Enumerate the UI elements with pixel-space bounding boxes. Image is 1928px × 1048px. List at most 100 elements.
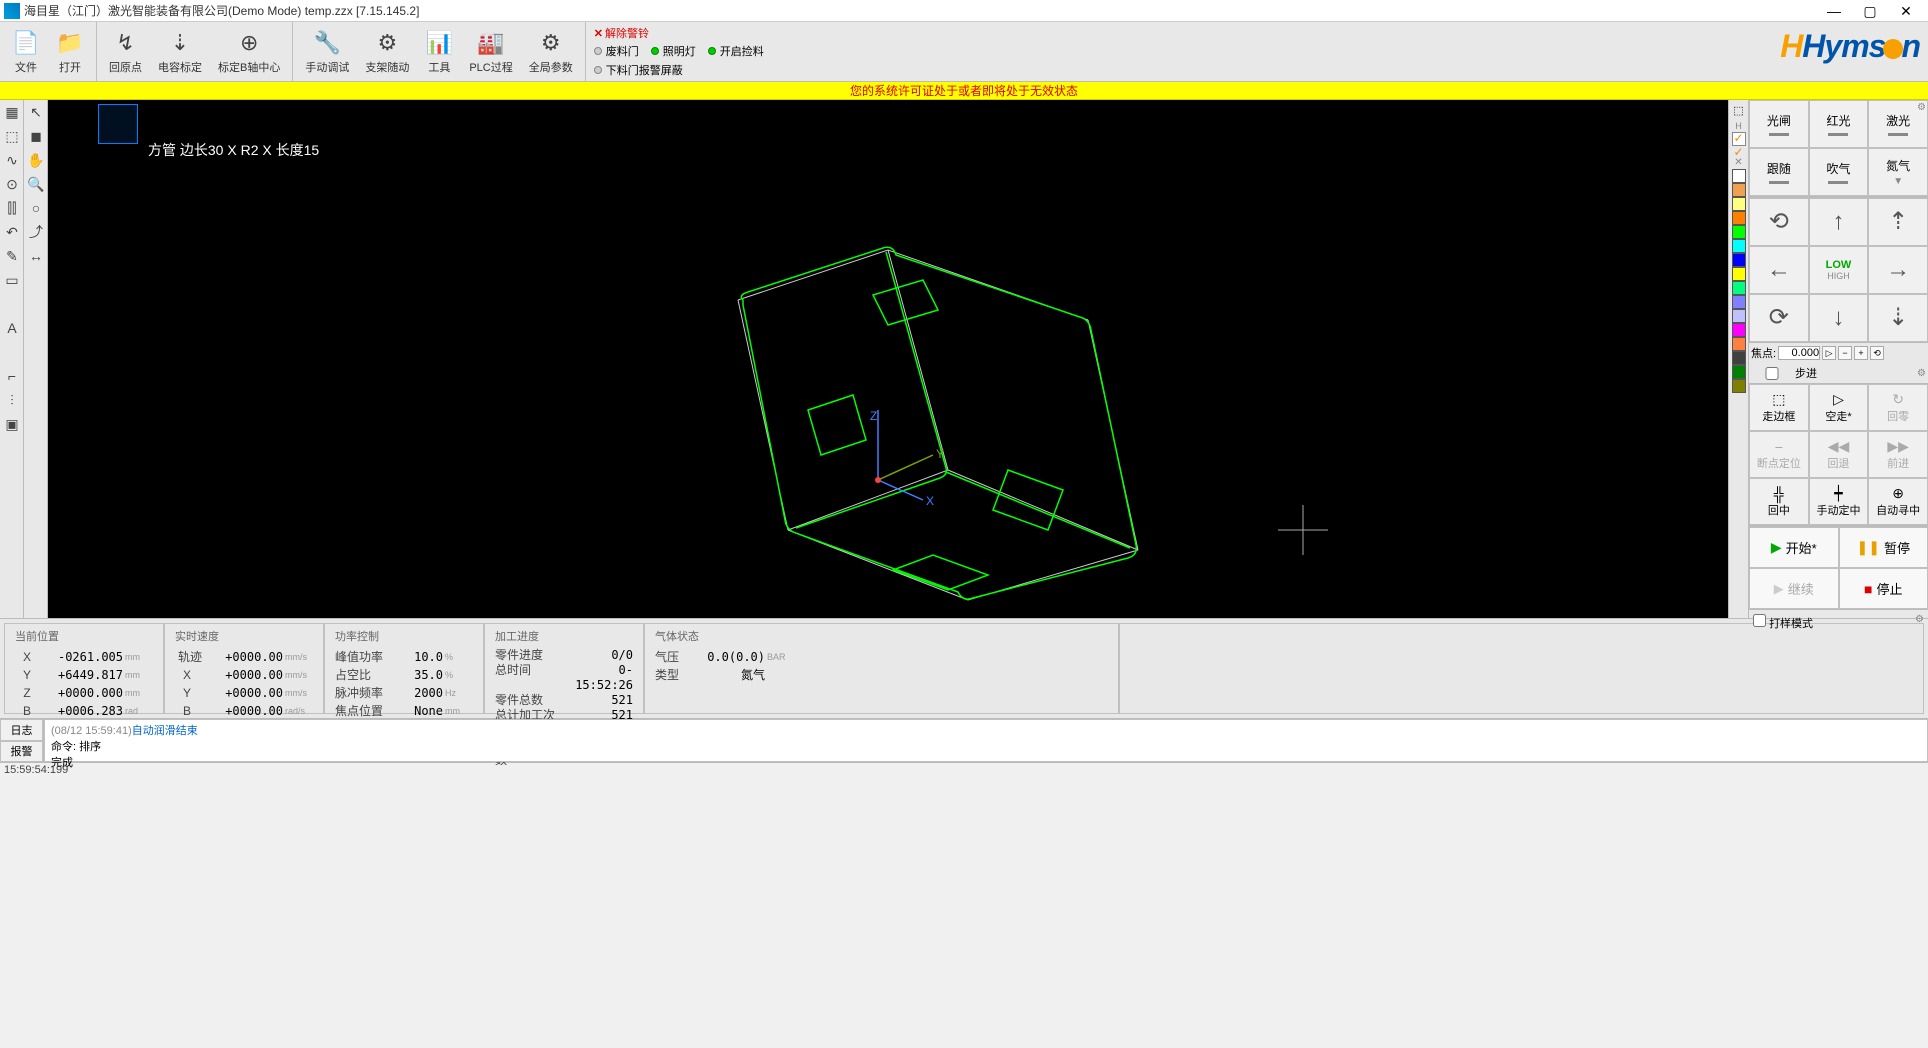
continue-button[interactable]: ▶继续 [1749,568,1839,609]
zoom-tool[interactable]: 🔍 [25,173,47,195]
scrap-door-radio[interactable]: 废料门 [594,43,639,59]
section-gear-icon[interactable]: ⚙ [1917,102,1926,113]
rewind-button[interactable]: ◀◀回退 [1809,431,1869,478]
shutter-button[interactable]: 光闸 [1749,100,1809,148]
group-tool[interactable]: ▣ [1,413,23,435]
rotate-cw-button[interactable]: ⟳ [1749,294,1809,342]
color-swatch[interactable] [1732,239,1746,253]
outline-button[interactable]: ⬚走边框 [1749,384,1809,431]
speed-toggle-button[interactable]: LOWHIGH [1809,246,1869,294]
right-button[interactable]: → [1868,246,1928,294]
sample-mode-checkbox[interactable]: 打样模式 [1753,614,1813,631]
color-swatch[interactable] [1732,225,1746,239]
focus-plus-button[interactable]: + [1854,346,1868,360]
measure-tool[interactable]: ↔ [25,245,47,267]
return-origin-button[interactable]: ↯回原点 [101,24,150,79]
color-swatch[interactable] [1732,379,1746,393]
plc-button[interactable]: 🏭PLC过程 [461,24,520,79]
light-radio[interactable]: 照明灯 [651,43,696,59]
focus-go-button[interactable]: ▷ [1822,346,1836,360]
focus-minus-button[interactable]: − [1838,346,1852,360]
bracket-follow-button[interactable]: ⚙支架随动 [357,24,417,79]
color-swatch[interactable] [1732,281,1746,295]
follow-button[interactable]: 跟随 [1749,148,1809,196]
step-checkbox-input[interactable] [1751,367,1793,380]
color-swatch[interactable] [1732,267,1746,281]
color-swatch[interactable] [1732,323,1746,337]
global-params-button[interactable]: ⚙全局参数 [521,24,581,79]
part-prog-value: 0/0 [565,648,633,663]
left-button[interactable]: ← [1749,246,1809,294]
alarm-tab[interactable]: 报警 [0,741,43,763]
file-button[interactable]: 📄文件 [4,24,48,79]
maximize-button[interactable]: ▢ [1852,1,1888,21]
section-gear-icon[interactable]: ⚙ [1915,614,1924,625]
cap-calib-button[interactable]: ⇣电容标定 [150,24,210,79]
color-swatch[interactable] [1732,295,1746,309]
viewport-3d[interactable]: 方管 边长30 X R2 X 长度15 [48,100,1728,618]
z-up-button[interactable]: ⇡ [1868,198,1928,246]
edit-tool[interactable]: ✎ [1,245,23,267]
auto-center-icon: ⊕ [1892,485,1904,502]
grid-tool[interactable]: ▦ [1,101,23,123]
color-swatch[interactable] [1732,211,1746,225]
minimize-button[interactable]: — [1816,1,1852,21]
point-tool[interactable]: ⊙ [1,173,23,195]
z-down-button[interactable]: ⇣ [1868,294,1928,342]
reverse-tool[interactable]: ↶ [1,221,23,243]
arrow-tool[interactable]: ↖ [25,101,47,123]
focus-input[interactable] [1778,346,1820,360]
rect-tool[interactable]: ▭ [1,269,23,291]
gas-type-button[interactable]: 氮气▼ [1868,148,1928,196]
color-swatch[interactable] [1732,365,1746,379]
dots-tool[interactable]: ⫶ [1,389,23,411]
center-button[interactable]: ╬回中 [1749,478,1809,525]
color-swatch[interactable] [1732,253,1746,267]
curve-tool[interactable]: ∿ [1,149,23,171]
swatch-white[interactable]: ✓ [1732,132,1746,146]
sample-mode-input[interactable] [1753,614,1766,627]
forward-button[interactable]: ▶▶前进 [1868,431,1928,478]
color-swatch[interactable] [1732,183,1746,197]
color-swatch[interactable] [1732,309,1746,323]
clear-alarm-button[interactable]: ✕解除警铃 [594,25,764,41]
node-tool[interactable]: ◼ [25,125,47,147]
return-zero-button[interactable]: ↻回零 [1868,384,1928,431]
color-swatch[interactable] [1732,169,1746,183]
rotate-ccw-button[interactable]: ⟲ [1749,198,1809,246]
tools-button[interactable]: 📊工具 [417,24,461,79]
align-tool[interactable]: ⫿⫿ [1,197,23,219]
start-button[interactable]: ▶开始* [1749,527,1839,568]
close-button[interactable]: ✕ [1888,1,1924,21]
manual-center-button[interactable]: ┿手动定中 [1809,478,1869,525]
thumbnail-preview[interactable] [98,104,138,144]
focus-reset-button[interactable]: ⟲ [1870,346,1884,360]
stop-button[interactable]: ■停止 [1839,568,1928,609]
text-tool[interactable]: A [1,317,23,339]
section-gear-icon[interactable]: ⚙ [1917,368,1926,379]
color-swatch[interactable] [1732,351,1746,365]
select-tool[interactable]: ⬚ [1,125,23,147]
manual-debug-button[interactable]: 🔧手动调试 [297,24,357,79]
color-swatch[interactable] [1732,197,1746,211]
circle-tool[interactable]: ○ [25,197,47,219]
red-light-button[interactable]: 红光 [1809,100,1869,148]
auto-center-button[interactable]: ⊕自动寻中 [1868,478,1928,525]
pos-z-value: +0000.000 [39,684,123,702]
up-button[interactable]: ↑ [1809,198,1869,246]
b-axis-button[interactable]: ⊕标定B轴中心 [210,24,288,79]
pickup-radio[interactable]: 开启捡料 [708,43,764,59]
down-button[interactable]: ↓ [1809,294,1869,342]
color-swatch[interactable] [1732,337,1746,351]
path-tool[interactable]: ⤴ [25,221,47,243]
open-button[interactable]: 📁打开 [48,24,92,79]
breakpoint-button[interactable]: ⎯断点定位 [1749,431,1809,478]
log-tab[interactable]: 日志 [0,719,43,741]
pan-tool[interactable]: ✋ [25,149,47,171]
corner-tool[interactable]: ⌐ [1,365,23,387]
dry-run-button[interactable]: ▷空走* [1809,384,1869,431]
unload-alarm-radio[interactable]: 下料门报警屏蔽 [594,62,764,78]
pause-button[interactable]: ❚❚暂停 [1839,527,1928,568]
step-checkbox[interactable]: 步进 [1751,365,1817,381]
blow-button[interactable]: 吹气 [1809,148,1869,196]
